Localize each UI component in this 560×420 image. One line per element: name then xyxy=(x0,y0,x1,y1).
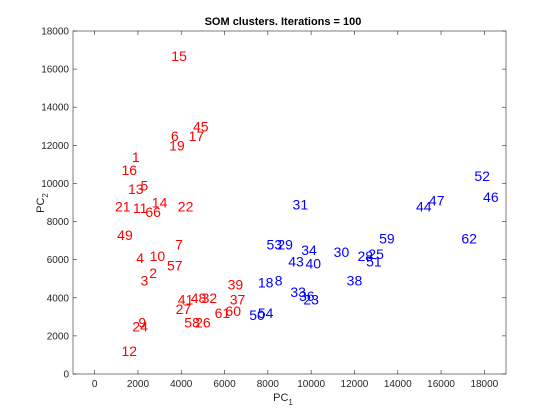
y-tick-label: 0 xyxy=(63,370,69,381)
data-point-label-cluster-2: 44 xyxy=(416,198,432,214)
data-point-label-cluster-1: 37 xyxy=(230,292,246,308)
data-point-label-cluster-2: 40 xyxy=(306,255,322,271)
data-point-label-cluster-1: 26 xyxy=(195,315,211,331)
y-tick-label: 4000 xyxy=(47,293,70,304)
data-point-label-cluster-1: 19 xyxy=(169,137,185,153)
data-point-label-cluster-1: 12 xyxy=(122,343,138,359)
data-point-label-cluster-1: 14 xyxy=(152,195,168,211)
data-point-label-cluster-1: 5 xyxy=(141,177,149,193)
y-tick-label: 18000 xyxy=(41,27,69,38)
data-point-label-cluster-1: 6 xyxy=(171,128,179,144)
x-tick-label: 18000 xyxy=(470,379,498,390)
x-tick-label: 0 xyxy=(92,379,98,390)
data-point-label-cluster-1: 17 xyxy=(189,128,205,144)
data-point-label-cluster-2: 59 xyxy=(379,231,395,247)
x-tick-label: 4000 xyxy=(170,379,193,390)
x-tick-label: 10000 xyxy=(297,379,325,390)
data-point-label-cluster-1: 3 xyxy=(141,273,149,289)
data-point-label-cluster-2: 53 xyxy=(267,236,283,252)
data-point-label-cluster-2: 28 xyxy=(357,248,373,264)
data-point-label-cluster-1: 27 xyxy=(176,301,192,317)
x-tick-label: 8000 xyxy=(257,379,280,390)
data-point-label-cluster-2: 25 xyxy=(368,246,384,262)
x-axis-label-main: PC xyxy=(273,392,288,404)
data-point-label-cluster-2: 54 xyxy=(258,305,274,321)
data-point-label-cluster-1: 57 xyxy=(167,257,183,273)
y-axis-label-main: PC xyxy=(35,198,47,213)
data-point-label-cluster-1: 61 xyxy=(215,305,231,321)
data-point-label-cluster-1: 24 xyxy=(132,318,148,334)
plot-area: 0 2000 4000 6000 8000 10000 12000 14000 16000 180… xyxy=(41,27,507,390)
data-point-label-cluster-1: 32 xyxy=(202,290,218,306)
x-tick-label: 6000 xyxy=(213,379,236,390)
data-point-label-cluster-1: 1 xyxy=(132,149,140,165)
data-point-label-cluster-1: 2 xyxy=(149,265,157,281)
x-axis-label: PC1 xyxy=(273,392,293,407)
data-point-label-cluster-2: 43 xyxy=(288,254,304,270)
data-point-label-cluster-1: 11 xyxy=(133,200,148,216)
y-tick-label: 2000 xyxy=(47,331,70,342)
data-point-label-cluster-2: 23 xyxy=(303,292,319,308)
data-point-label-cluster-1: 60 xyxy=(225,303,241,319)
data-point-label-cluster-2: 50 xyxy=(249,307,265,323)
y-axis-label: PC2 xyxy=(35,193,50,213)
data-point-label-cluster-2: 47 xyxy=(429,193,445,209)
data-point-label-cluster-2: 36 xyxy=(299,288,315,304)
data-point-label-cluster-1: 45 xyxy=(193,118,209,134)
data-point-label-cluster-1: 10 xyxy=(150,248,166,264)
data-point-label-cluster-2: 18 xyxy=(258,275,274,291)
data-point-label-cluster-2: 30 xyxy=(334,244,350,260)
data-point-label-cluster-1: 7 xyxy=(175,236,183,252)
y-tick-label: 12000 xyxy=(41,141,69,152)
data-point-label-cluster-1: 13 xyxy=(128,181,144,197)
data-point-label-cluster-1: 16 xyxy=(122,162,138,178)
y-tick-label: 14000 xyxy=(41,103,69,114)
data-point-label-cluster-2: 51 xyxy=(366,254,382,270)
data-point-label-cluster-1: 9 xyxy=(138,315,146,331)
data-point-label-cluster-1: 39 xyxy=(228,276,244,292)
x-tick-label: 12000 xyxy=(341,379,369,390)
data-point-label-cluster-1: 66 xyxy=(145,204,161,220)
data-point-label-cluster-1: 41 xyxy=(178,292,194,308)
data-point-label-cluster-1: 48 xyxy=(191,290,207,306)
data-point-label-cluster-1: 49 xyxy=(117,227,133,243)
data-point-label-cluster-2: 34 xyxy=(301,242,317,258)
x-tick-label: 16000 xyxy=(427,379,455,390)
x-axis-label-subscript: 1 xyxy=(288,398,293,407)
data-point-label-cluster-1: 58 xyxy=(184,315,200,331)
data-point-label-cluster-1: 22 xyxy=(178,198,194,214)
axes-box xyxy=(72,30,507,375)
data-point-label-cluster-1: 21 xyxy=(115,198,131,214)
y-axis-label-subscript: 2 xyxy=(41,193,50,198)
data-point-label-cluster-2: 62 xyxy=(461,231,477,247)
x-tick-label: 2000 xyxy=(127,379,150,390)
y-tick-label: 8000 xyxy=(47,217,70,228)
data-point-label-cluster-2: 46 xyxy=(483,189,499,205)
data-point-label-cluster-2: 31 xyxy=(293,196,309,212)
y-tick-label: 6000 xyxy=(47,255,70,266)
data-point-label-cluster-2: 8 xyxy=(275,273,283,289)
chart-title: SOM clusters. Iterations = 100 xyxy=(205,16,362,28)
data-point-label-cluster-1: 15 xyxy=(171,48,187,64)
data-point-label-cluster-2: 29 xyxy=(277,236,293,252)
data-point-label-cluster-1: 4 xyxy=(136,250,144,266)
y-tick-label: 10000 xyxy=(41,179,69,190)
data-point-label-cluster-2: 33 xyxy=(290,284,306,300)
data-point-label-cluster-2: 38 xyxy=(347,273,363,289)
data-point-label-cluster-2: 52 xyxy=(474,168,490,184)
y-tick-label: 16000 xyxy=(41,65,69,76)
x-tick-label: 14000 xyxy=(384,379,412,390)
